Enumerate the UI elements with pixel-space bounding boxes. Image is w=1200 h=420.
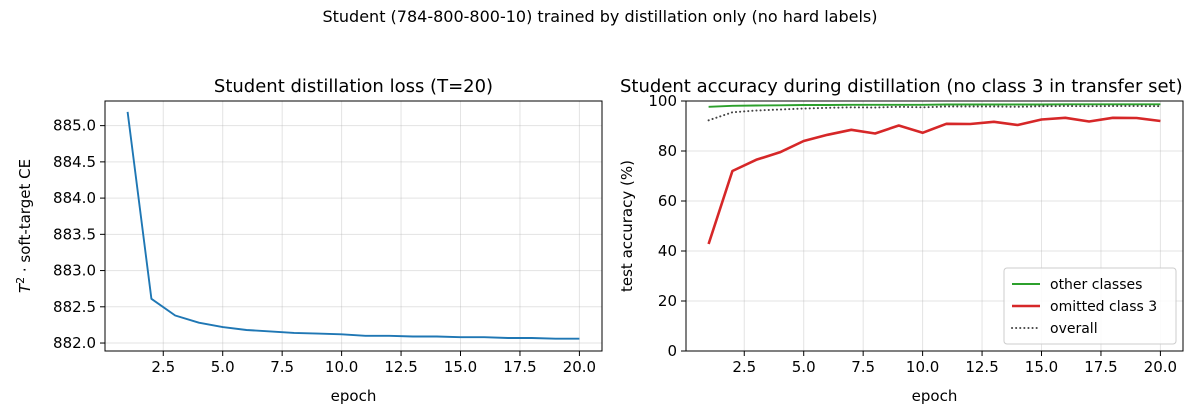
x-tick-label: 12.5: [965, 358, 998, 376]
x-tick-label: 10.0: [325, 358, 358, 376]
y-tick-label: 884.5: [53, 153, 96, 171]
x-tick-label: 12.5: [384, 358, 417, 376]
x-axis-label: epoch: [331, 387, 377, 405]
y-tick-label: 80: [658, 142, 677, 160]
x-tick-label: 2.5: [732, 358, 756, 376]
y-tick-label: 0: [667, 342, 677, 360]
series-line-overall: [707, 105, 1162, 122]
y-tick-label: 882.5: [53, 298, 96, 316]
axes-frame: [685, 100, 1184, 352]
series-line-other-classes: [708, 103, 1161, 108]
chart-title: Student distillation loss (T=20): [214, 76, 493, 97]
x-tick-label: 10.0: [906, 358, 939, 376]
chart-student-accuracy: Student accuracy during distillation (no…: [618, 76, 1184, 405]
x-tick-label: 15.0: [444, 358, 477, 376]
legend-label: other classes: [1050, 277, 1142, 293]
x-tick-label: 17.5: [1084, 358, 1117, 376]
x-tick-label: 7.5: [270, 358, 294, 376]
series-line-0: [126, 111, 580, 340]
y-tick-label: 885.0: [53, 117, 96, 135]
chart-distillation-loss: Student distillation loss (T=20) 2.5 5.0 7.…: [14, 76, 603, 405]
x-tick-label: 20.0: [1144, 358, 1177, 376]
legend-label: omitted class 3: [1050, 299, 1157, 315]
y-tick-label: 883.5: [53, 225, 96, 243]
y-tick-label: 40: [658, 242, 677, 260]
y-axis-label: T2 · soft-target CE: [14, 159, 34, 293]
y-tick-label: 20: [658, 292, 677, 310]
legend-box: [1003, 267, 1177, 345]
y-tick-label: 883.0: [53, 262, 96, 280]
axes-frame: [104, 100, 603, 352]
x-tick-label: 5.0: [792, 358, 816, 376]
x-tick-label: 2.5: [151, 358, 175, 376]
y-tick-label: 884.0: [53, 189, 96, 207]
series-line-omitted-class-3: [707, 116, 1161, 245]
chart-title: Student accuracy during distillation (no…: [620, 76, 1183, 97]
x-tick-label: 17.5: [503, 358, 536, 376]
legend: other classes omitted class 3 overall: [1003, 267, 1177, 345]
y-axis-label: test accuracy (%): [618, 160, 636, 292]
x-axis-label: epoch: [912, 387, 958, 405]
figure-suptitle: Student (784-800-800-10) trained by dist…: [322, 7, 877, 26]
y-tick-label: 882.0: [53, 334, 96, 352]
y-tick-label: 100: [648, 92, 677, 110]
x-tick-label: 20.0: [563, 358, 596, 376]
legend-label: overall: [1050, 321, 1098, 337]
y-tick-label: 60: [658, 192, 677, 210]
x-tick-label: 15.0: [1025, 358, 1058, 376]
x-tick-label: 5.0: [211, 358, 235, 376]
grid-lines: [105, 101, 602, 351]
x-tick-label: 7.5: [851, 358, 875, 376]
